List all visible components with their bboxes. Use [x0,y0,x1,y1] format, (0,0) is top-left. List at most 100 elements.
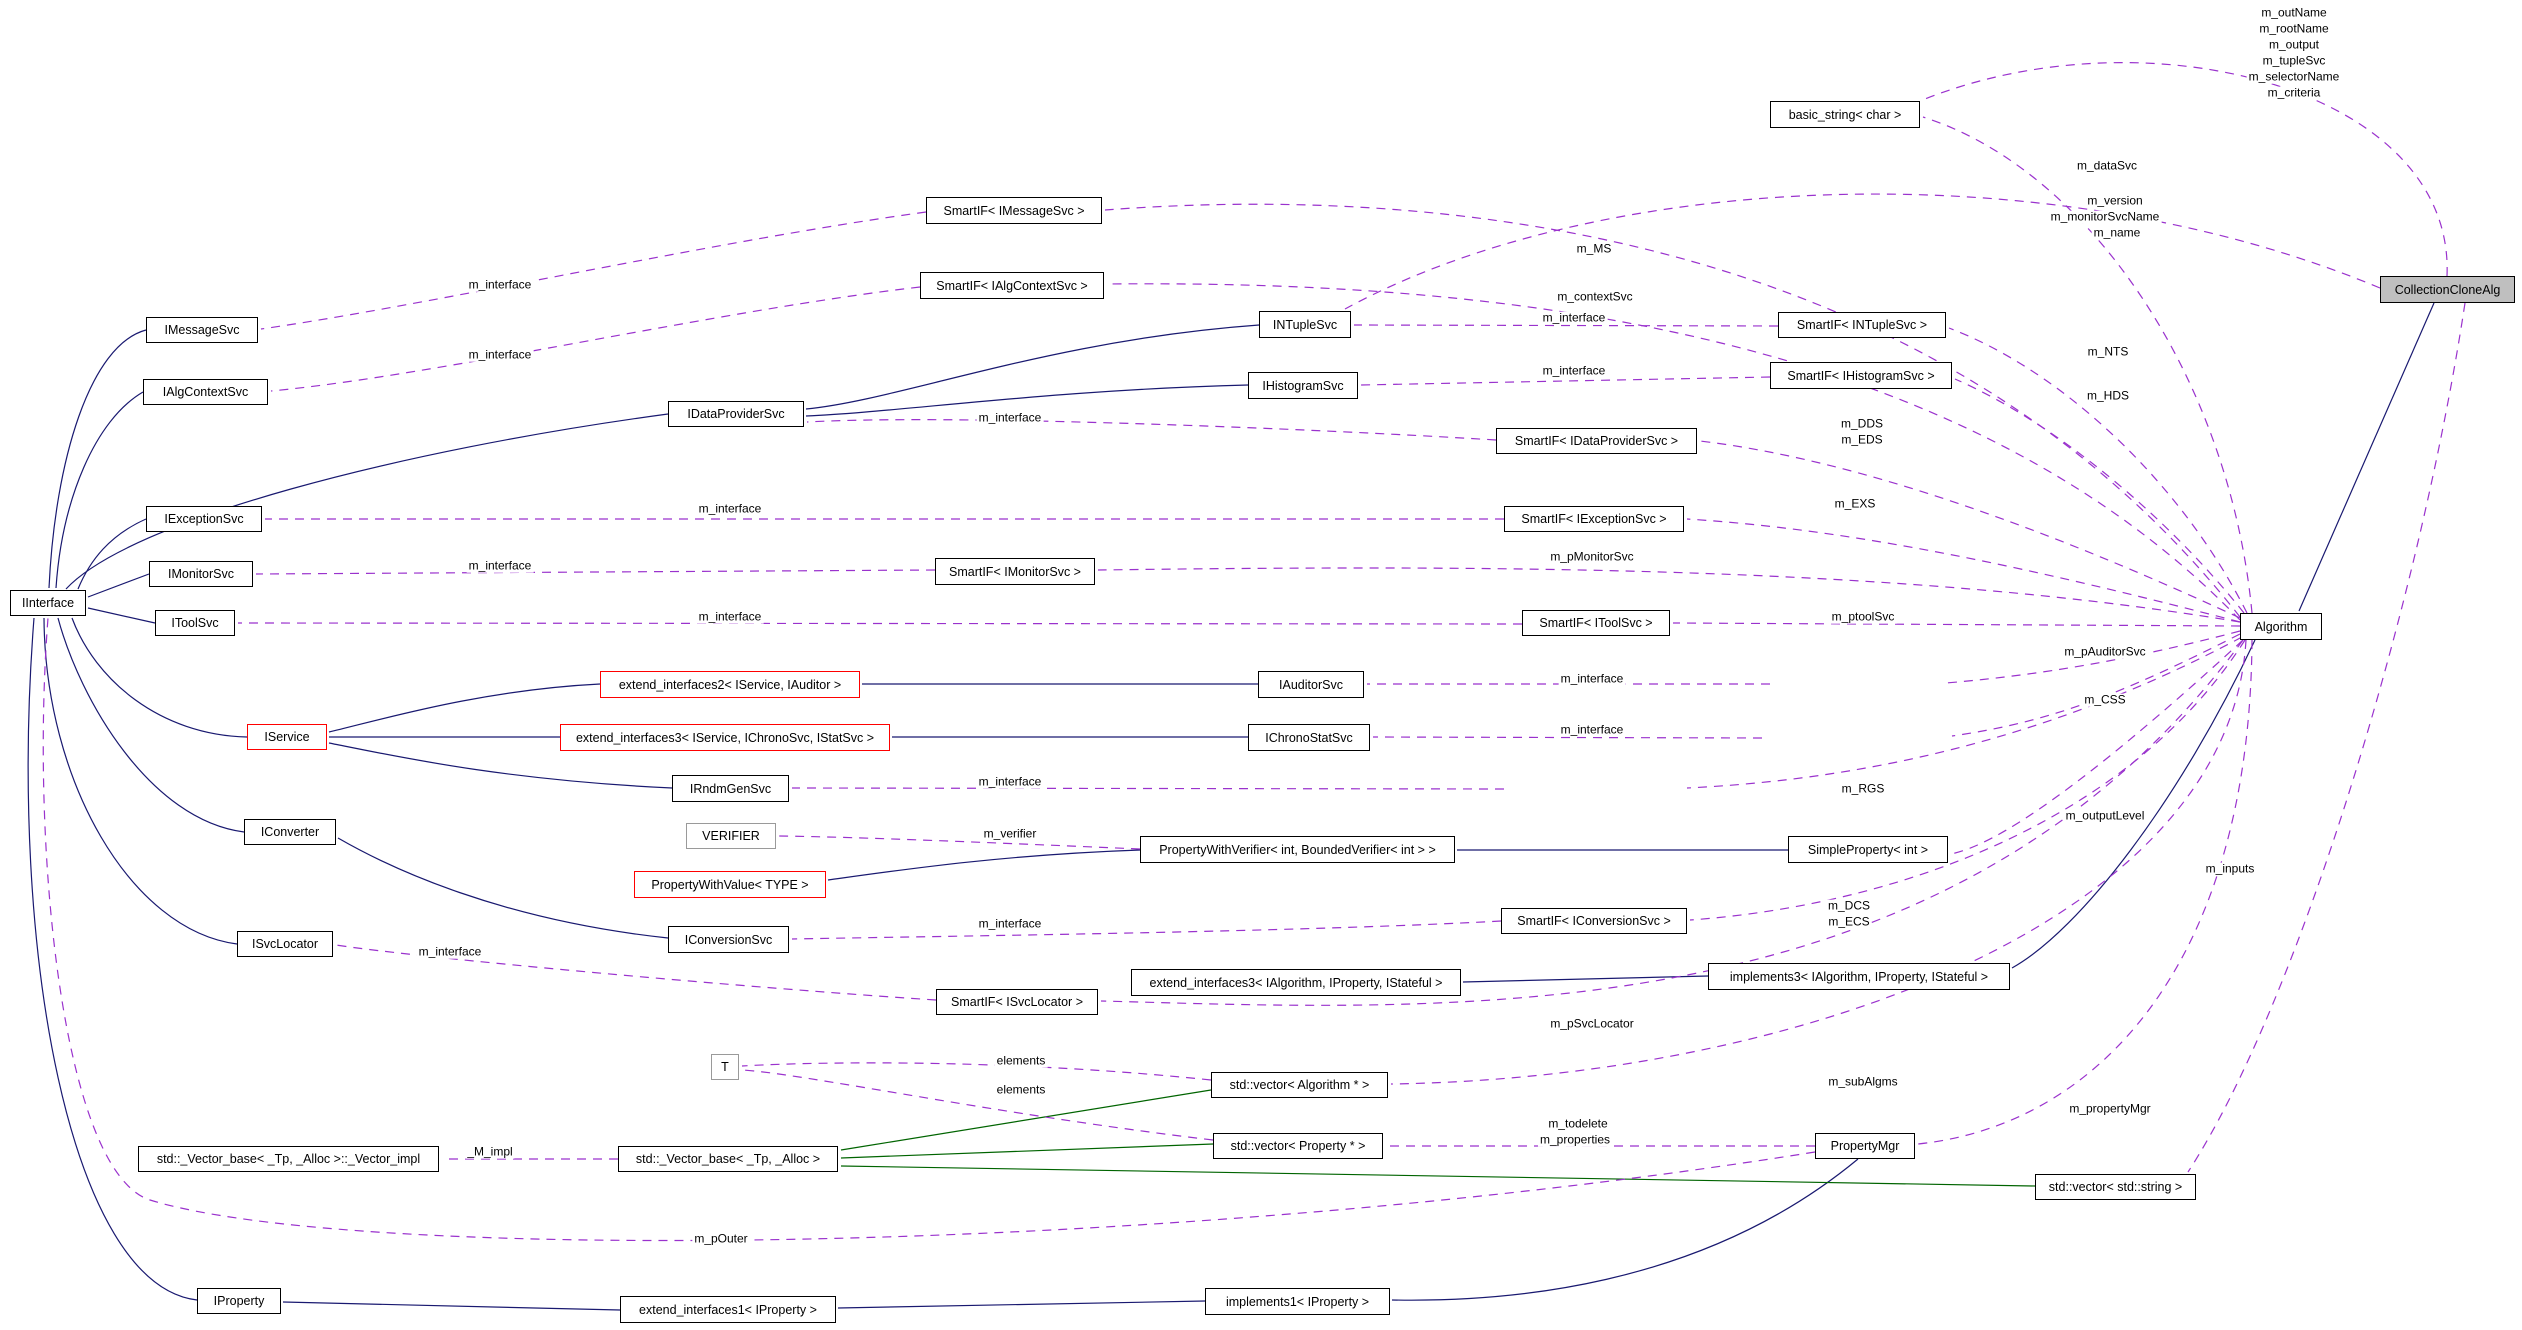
node-simpleproperty[interactable]: SimpleProperty< int > [1788,836,1948,863]
edge-iservice-iinterface [71,617,248,738]
node-label: implements3< IAlgorithm, IProperty, ISta… [1729,969,1989,984]
node-iexceptionsvc[interactable]: IExceptionSvc [146,506,262,532]
node-ichronostatsvc[interactable]: IChronoStatSvc [1248,724,1370,751]
node-label: extend_interfaces3< IAlgorithm, IPropert… [1149,975,1443,990]
node-label: IService [264,730,310,744]
edge-label-m-interface: m_interface [1558,722,1626,737]
node-vector_impl[interactable]: std::_Vector_base< _Tp, _Alloc >::_Vecto… [138,1146,439,1172]
node-pwverifier[interactable]: PropertyWithVerifier< int, BoundedVerifi… [1140,836,1455,863]
node-propertymgr[interactable]: PropertyMgr [1815,1133,1915,1159]
node-imonitorsvc[interactable]: IMonitorSvc [149,561,253,587]
edge-label-m-subalgms: m_subAlgms [1826,1074,1900,1089]
node-smartif_itoolsvc[interactable]: SmartIF< IToolSvc > [1522,610,1670,636]
node-t_box[interactable]: T [711,1054,739,1080]
edge-label-m-dds: m_DDS [1838,416,1886,431]
edge-label-m-propertymgr: m_propertyMgr [2067,1101,2153,1116]
edge-algorithm-smartif_irndmgensvc [1686,636,2243,789]
node-vec_algorithm[interactable]: std::vector< Algorithm * > [1211,1072,1388,1098]
edge-smartif_imessagesvc-imessagesvc [260,211,927,330]
node-isvclocator[interactable]: ISvcLocator [237,931,333,957]
edge-collectionclonealg-basic_string [1924,62,2448,277]
node-iinterface[interactable]: IInterface [10,590,86,616]
node-label: basic_string< char > [1788,107,1902,122]
node-smartif_idataprovidersvc[interactable]: SmartIF< IDataProviderSvc > [1496,428,1697,454]
node-verifier[interactable]: VERIFIER [686,823,776,849]
node-imessagesvc[interactable]: IMessageSvc [146,317,258,343]
edge-label-m-contextsvc: m_contextSvc [1555,289,1635,304]
node-label: T [721,1060,729,1074]
edge-iconversionsvc-iconverter [337,837,669,939]
node-idataprovidersvc[interactable]: IDataProviderSvc [668,401,804,427]
node-iproperty[interactable]: IProperty [197,1288,281,1314]
node-vec_string[interactable]: std::vector< std::string > [2035,1174,2196,1200]
node-label: std::vector< Property * > [1230,1139,1366,1153]
node-smartif_iexceptionsvc[interactable]: SmartIF< IExceptionSvc > [1504,506,1684,532]
node-vector_base[interactable]: std::_Vector_base< _Tp, _Alloc > [618,1146,838,1172]
edge-collectionclonealg-algorithm [2298,302,2435,612]
node-ext3_ialgorithm[interactable]: extend_interfaces3< IAlgorithm, IPropert… [1131,969,1461,996]
node-smartif_iconversionsvc[interactable]: SmartIF< IConversionSvc > [1501,908,1687,934]
node-smartif_imonitorsvc[interactable]: SmartIF< IMonitorSvc > [935,558,1095,585]
node-ext1_iproperty[interactable]: extend_interfaces1< IProperty > [620,1296,836,1323]
edge-label-m-nts: m_NTS [2085,344,2131,359]
edge-algorithm-smartif_ihistogramsvc [1954,378,2245,614]
node-smartif_isvclocator[interactable]: SmartIF< ISvcLocator > [936,989,1098,1015]
edge-smartif_imonitorsvc-imonitorsvc [255,569,936,575]
edge-smartif_irndmgensvc-irndmgensvc [791,787,1505,790]
node-pwvalue[interactable]: PropertyWithValue< TYPE > [634,871,826,898]
edge-label-m-eds: m_EDS [1839,432,1885,447]
edge-label-m-hds: m_HDS [2084,388,2132,403]
node-impl1_iproperty[interactable]: implements1< IProperty > [1205,1288,1390,1315]
edge-label-m-interface: m_interface [976,916,1044,931]
edge-label-m-pmonitorsvc: m_pMonitorSvc [1548,549,1636,564]
edge-label-m-datasvc: m_dataSvc [2074,158,2140,173]
edge-smartif_idataprovidersvc-idataprovidersvc [806,419,1497,441]
node-irndmgensvc[interactable]: IRndmGenSvc [672,775,789,802]
node-vec_property[interactable]: std::vector< Property * > [1213,1133,1383,1159]
edge-label-m-interface: m_interface [696,609,764,624]
edge-vec_property-vector_base [840,1143,1214,1159]
edge-label-m-interface: m_interface [976,774,1044,789]
edge-vec_algorithm-vector_base [840,1089,1212,1151]
node-iconversionsvc[interactable]: IConversionSvc [668,926,789,953]
node-smartif_intuplesvc[interactable]: SmartIF< INTupleSvc > [1778,312,1946,338]
node-basic_string[interactable]: basic_string< char > [1770,101,1920,128]
node-algorithm[interactable]: Algorithm [2240,613,2322,640]
node-label: SimpleProperty< int > [1807,842,1929,857]
node-ext2_iservice[interactable]: extend_interfaces2< IService, IAuditor > [600,671,860,698]
node-label: extend_interfaces1< IProperty > [639,1302,817,1317]
node-iauditorsvc[interactable]: IAuditorSvc [1258,671,1364,698]
node-smartif_imessagesvc[interactable]: SmartIF< IMessageSvc > [926,197,1102,224]
node-iservice[interactable]: IService [247,724,327,750]
node-intuplesvc[interactable]: INTupleSvc [1259,311,1351,338]
node-impl3[interactable]: implements3< IAlgorithm, IProperty, ISta… [1708,963,2010,990]
edge-idataprovidersvc-iinterface [65,413,669,590]
node-label: SmartIF< INTupleSvc > [1796,318,1928,332]
node-iconverter[interactable]: IConverter [244,819,336,845]
edge-smartif_intuplesvc-intuplesvc [1353,324,1779,327]
node-label: INTupleSvc [1272,317,1338,332]
node-label: IToolSvc [171,616,219,630]
edge-propertymgr-impl1_iproperty [1391,1158,1859,1301]
node-ialgcontextsvc[interactable]: IAlgContextSvc [143,379,268,405]
node-label: IAuditorSvc [1279,677,1343,692]
node-smartif_ihistogramsvc[interactable]: SmartIF< IHistogramSvc > [1770,362,1952,389]
node-smartif_ialgcontextsvc[interactable]: SmartIF< IAlgContextSvc > [920,272,1104,299]
edge-label-m-interface: m_interface [416,944,484,959]
edge-label-m-dcs: m_DCS [1825,898,1873,913]
node-label: SmartIF< ISvcLocator > [951,995,1083,1009]
edge-label-m-interface: m_interface [1540,310,1608,325]
node-collectionclonealg[interactable]: CollectionCloneAlg [2380,276,2515,303]
edge-label-m-exs: m_EXS [1832,496,1878,511]
node-label: IConverter [260,825,320,839]
node-label: SmartIF< IToolSvc > [1539,616,1653,630]
edge-algorithm-smartif_isvclocator [1100,639,2244,1006]
node-label: VERIFIER [702,829,760,843]
node-ext3_iservice[interactable]: extend_interfaces3< IService, IChronoSvc… [560,724,890,751]
edge-algorithm-smartif_imessagesvc [1104,203,2241,618]
edge-smartif_itoolsvc-itoolsvc [237,622,1523,625]
edge-irndmgensvc-iservice [328,742,673,789]
node-itoolsvc[interactable]: IToolSvc [155,610,235,636]
node-ihistogramsvc[interactable]: IHistogramSvc [1248,372,1358,399]
